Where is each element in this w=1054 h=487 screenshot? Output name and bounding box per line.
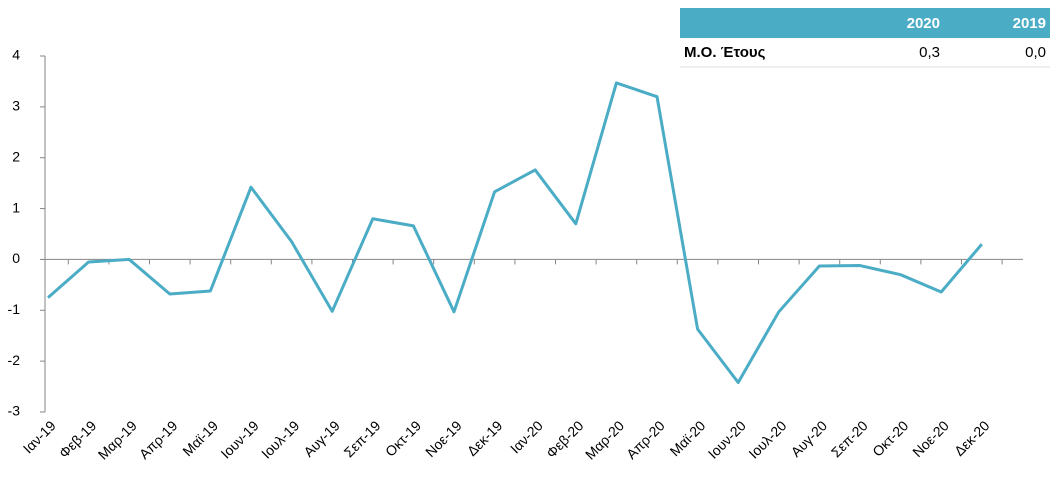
line	[47, 81, 983, 385]
table-header-bg	[680, 8, 1050, 38]
table-header: 2020	[907, 15, 940, 32]
table-cell: Μ.Ο. Έτους	[684, 44, 766, 61]
y-tick-label: 2	[12, 148, 20, 164]
x-tick-label: Αυγ-20	[788, 417, 831, 460]
table-cell: 0,3	[919, 44, 940, 61]
x-tick-label: Απρ-19	[136, 417, 181, 462]
x-tick-label: Αυγ-19	[300, 417, 343, 460]
x-tick-label: Οκτ-19	[382, 417, 424, 459]
x-tick-label: Ιαν-19	[20, 417, 59, 456]
x-tick-label: Ιαν-20	[507, 417, 546, 456]
y-tick-label: 0	[12, 250, 20, 266]
x-tick-label: Φεβ-20	[543, 417, 587, 461]
table-header: 2019	[1013, 15, 1046, 32]
x-tick-label: Ιουλ-20	[745, 417, 789, 461]
x-tick-label: Ιουλ-19	[258, 417, 302, 461]
x-tick-label: Ιουν-20	[705, 417, 749, 461]
x-tick-label: Φεβ-19	[56, 417, 100, 461]
x-tick-label: Νοε-19	[422, 417, 465, 460]
y-tick-label: 4	[12, 47, 20, 63]
x-tick-label: Νοε-20	[909, 417, 952, 460]
x-tick-label: Σεπ-20	[828, 417, 871, 460]
table-cell: 0,0	[1025, 44, 1046, 61]
x-tick-label: Μαϊ-20	[667, 417, 709, 459]
x-tick-label: Σεπ-19	[341, 417, 384, 460]
x-tick-label: Μαϊ-19	[179, 417, 221, 459]
y-tick-label: -1	[8, 301, 21, 317]
y-tick-label: -3	[8, 403, 21, 419]
x-tick-label: Μαρ-20	[582, 417, 627, 462]
x-tick-label: Δεκ-19	[464, 417, 506, 459]
x-tick-label: Ιουν-19	[217, 417, 261, 461]
x-tick-label: Δεκ-20	[951, 417, 993, 459]
x-tick-label: Οκτ-20	[869, 417, 911, 459]
y-tick-label: 1	[12, 199, 20, 215]
x-tick-label: Μαρ-19	[95, 417, 140, 462]
x-tick-label: Απρ-20	[623, 417, 668, 462]
y-tick-label: -2	[8, 352, 21, 368]
y-tick-label: 3	[12, 98, 20, 114]
